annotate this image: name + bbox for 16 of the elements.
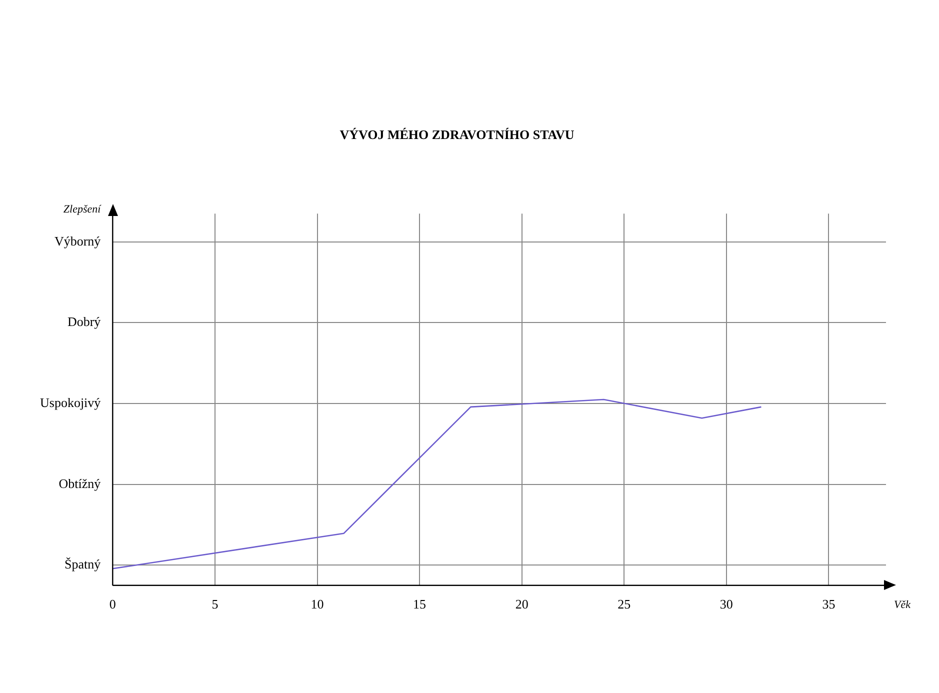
- x-tick-label: 30: [720, 596, 733, 612]
- x-tick-label: 10: [310, 596, 324, 612]
- category-label: Špatný: [64, 556, 101, 572]
- category-label: Uspokojivý: [40, 394, 101, 410]
- x-tick-label: 35: [822, 596, 836, 612]
- x-tick-label: 0: [109, 596, 116, 612]
- text: Zlepšení: [63, 203, 102, 216]
- x-axis-title: Věk: [894, 598, 912, 611]
- category-label: Výborný: [54, 233, 101, 248]
- category-label: Dobrý: [67, 314, 101, 330]
- category-label: Obtížný: [58, 476, 101, 491]
- x-tick-label: 25: [618, 596, 631, 612]
- x-tick-label: 20: [515, 596, 528, 612]
- chart-title: VÝVOJ MÉHO ZDRAVOTNÍHO STAVU: [340, 127, 575, 142]
- x-tick-label: 5: [212, 596, 218, 612]
- x-tick-label: 15: [413, 596, 426, 612]
